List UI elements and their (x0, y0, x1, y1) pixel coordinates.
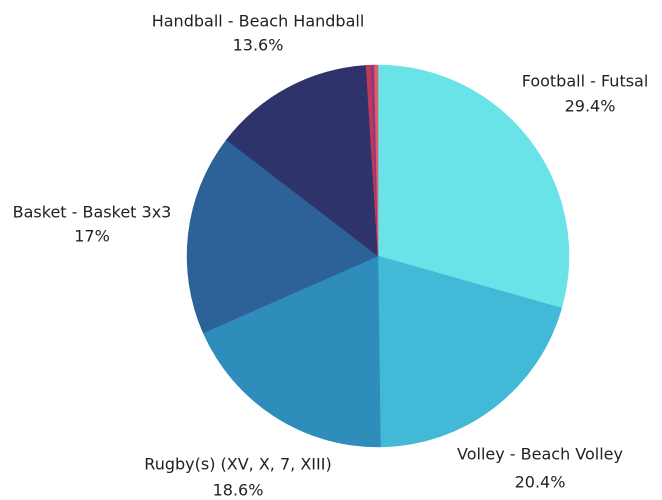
slice-label: Basket - Basket 3x3 (13, 203, 172, 222)
slice-value-label: 20.4% (515, 473, 566, 492)
pie-slice (377, 255, 563, 448)
slice-value-label: 13.6% (233, 36, 284, 55)
pie-slice (225, 65, 379, 257)
pie-slice (202, 255, 381, 448)
slice-label: Volley - Beach Volley (457, 445, 623, 464)
slice-label: Rugby(s) (XV, X, 7, XIII) (144, 455, 331, 474)
slice-label: Handball - Beach Handball (152, 12, 365, 31)
pie-slice (377, 64, 570, 309)
slice-value-label: 18.6% (213, 481, 264, 500)
slice-value-label: 29.4% (565, 97, 616, 116)
pie-slice (186, 139, 379, 334)
slice-value-label: 17% (74, 227, 110, 246)
pie-slice (374, 64, 379, 257)
slice-label: Football - Futsal (522, 72, 649, 91)
